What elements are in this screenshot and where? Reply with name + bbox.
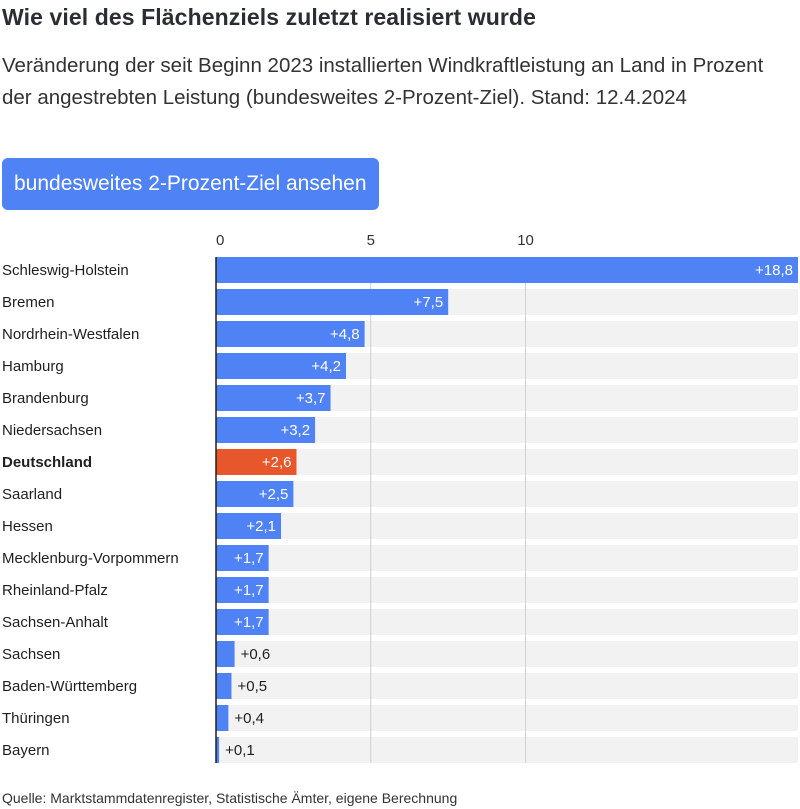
bar xyxy=(216,257,798,283)
value-label: +7,5 xyxy=(414,294,444,311)
bar xyxy=(216,545,269,571)
bar xyxy=(216,641,235,667)
bar-track xyxy=(216,641,798,667)
bar-track xyxy=(216,577,798,603)
source-note: Quelle: Marktstammdatenregister, Statist… xyxy=(2,790,458,806)
bar-chart: 0 5 10 Schleswig-Holstein +18,8 Bremen +7,5 Nor… xyxy=(2,232,798,763)
bar xyxy=(216,577,269,603)
show-national-target-button[interactable]: bundesweites 2-Prozent-Ziel ansehen xyxy=(2,158,379,210)
value-label: +0,4 xyxy=(234,710,264,727)
category-label: Hessen xyxy=(2,518,53,535)
category-label: Thüringen xyxy=(2,710,70,727)
category-label: Sachsen xyxy=(2,646,60,663)
bar-track xyxy=(216,449,798,475)
value-label: +2,6 xyxy=(262,454,292,471)
bar xyxy=(216,609,269,635)
x-tick-label: 0 xyxy=(216,232,224,249)
value-label: +3,7 xyxy=(296,390,326,407)
bar xyxy=(216,513,282,539)
category-label: Nordrhein-Westfalen xyxy=(2,326,139,343)
category-label: Mecklenburg-Vorpommern xyxy=(2,550,179,567)
bar-track xyxy=(216,513,798,539)
category-label: Bremen xyxy=(2,294,55,311)
value-label: +4,8 xyxy=(330,326,360,343)
bar xyxy=(216,353,347,379)
bar xyxy=(216,705,229,731)
bar xyxy=(216,481,294,507)
x-tick-label: 5 xyxy=(367,232,375,249)
value-label: +3,2 xyxy=(280,422,310,439)
category-label: Bayern xyxy=(2,742,50,759)
bar xyxy=(216,321,365,347)
category-label: Niedersachsen xyxy=(2,422,102,439)
bar-track xyxy=(216,481,798,507)
value-label: +2,1 xyxy=(246,518,276,535)
category-label: Brandenburg xyxy=(2,390,89,407)
bar xyxy=(216,289,449,315)
bar xyxy=(216,673,232,699)
bar-track xyxy=(216,673,798,699)
bar xyxy=(216,737,220,763)
value-label: +4,2 xyxy=(311,358,341,375)
value-label: +0,6 xyxy=(241,646,271,663)
bar-track xyxy=(216,705,798,731)
bar-track xyxy=(216,545,798,571)
value-label: +1,7 xyxy=(234,582,264,599)
bar xyxy=(216,449,297,475)
category-label: Baden-Württemberg xyxy=(2,678,137,695)
category-label: Sachsen-Anhalt xyxy=(2,614,109,631)
bar xyxy=(216,417,316,443)
value-label: +1,7 xyxy=(234,614,264,631)
value-label: +0,5 xyxy=(237,678,267,695)
chart-title: Wie viel des Flächenziels zuletzt realis… xyxy=(2,4,536,30)
category-label: Hamburg xyxy=(2,358,64,375)
category-label: Rheinland-Pfalz xyxy=(2,582,108,599)
value-label: +0,1 xyxy=(225,742,255,759)
bar-track xyxy=(216,737,798,763)
category-label: Deutschland xyxy=(2,454,92,471)
value-label: +18,8 xyxy=(755,262,793,279)
bar-track xyxy=(216,609,798,635)
chart-subtitle: Veränderung der seit Beginn 2023 install… xyxy=(2,54,764,109)
value-label: +1,7 xyxy=(234,550,264,567)
x-tick-label: 10 xyxy=(517,232,534,249)
category-label: Saarland xyxy=(2,486,62,503)
value-label: +2,5 xyxy=(259,486,289,503)
category-label: Schleswig-Holstein xyxy=(2,262,129,279)
bar xyxy=(216,385,331,411)
